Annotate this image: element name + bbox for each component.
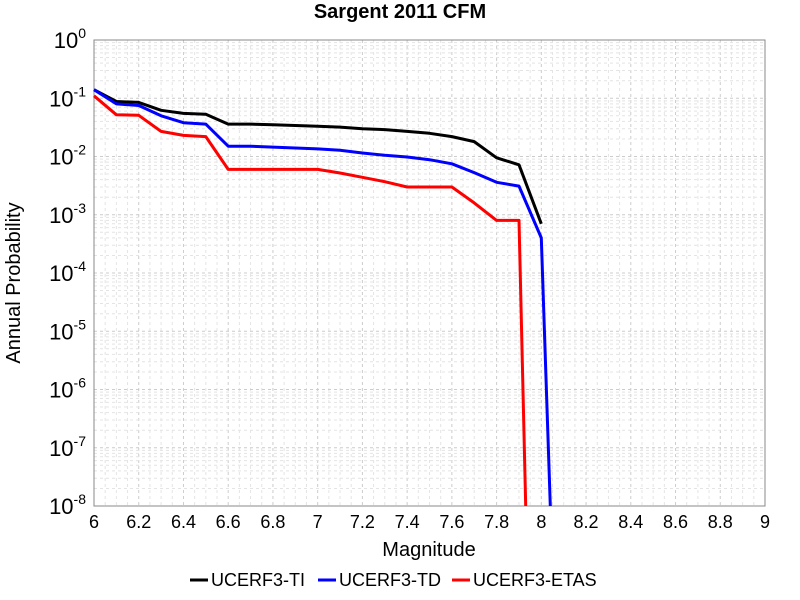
x-tick-label: 7.2 (350, 512, 375, 532)
y-tick-label: 10-8 (49, 491, 86, 519)
x-tick-label: 6 (89, 512, 99, 532)
legend-label: UCERF3-TI (211, 570, 305, 590)
x-tick-labels: 6 6.2 6.4 6.6 6.8 7 7.2 7.4 7.6 7.8 8 8.2 8.4 8.6 8.8 9 (89, 512, 770, 532)
grid (93, 39, 766, 507)
x-tick-label: 8.2 (574, 512, 599, 532)
x-tick-label: 7 (313, 512, 323, 532)
y-tick-label: 10-2 (49, 142, 86, 170)
legend-label: UCERF3-ETAS (473, 570, 597, 590)
x-tick-label: 7.8 (484, 512, 509, 532)
x-tick-label: 9 (760, 512, 770, 532)
series-line-ucerf3-ti (93, 88, 543, 225)
y-tick-label: 10-3 (49, 200, 86, 228)
y-tick-label: 10-7 (49, 433, 86, 461)
y-tick-label: 10-1 (49, 83, 86, 111)
x-tick-label: 8.8 (708, 512, 733, 532)
y-tick-label: 10-4 (49, 258, 86, 286)
x-tick-label: 8 (536, 512, 546, 532)
y-tick-label: 100 (54, 25, 86, 53)
chart-title: Sargent 2011 CFM (314, 1, 486, 23)
x-tick-label: 7.4 (395, 512, 420, 532)
series-line-ucerf3-etas (93, 94, 528, 507)
x-tick-label: 6.2 (126, 512, 151, 532)
series-line-ucerf3-td (93, 88, 552, 507)
x-tick-label: 8.4 (618, 512, 643, 532)
y-tick-labels: 100 10-1 10-2 10-3 10-4 10-5 10-6 10-7 10-8 (49, 25, 86, 519)
x-axis-label: Magnitude (382, 539, 475, 561)
plot-area (93, 39, 766, 507)
x-tick-label: 6.8 (260, 512, 285, 532)
y-tick-label: 10-5 (49, 316, 86, 344)
x-tick-label: 8.6 (663, 512, 688, 532)
series-layer (93, 88, 552, 507)
x-tick-label: 7.6 (439, 512, 464, 532)
legend: UCERF3-TI UCERF3-TD UCERF3-ETAS (190, 570, 597, 590)
x-tick-label: 6.4 (171, 512, 196, 532)
y-tick-label: 10-6 (49, 375, 86, 403)
legend-label: UCERF3-TD (339, 570, 441, 590)
y-axis-label: Annual Probability (3, 202, 25, 363)
x-tick-label: 6.6 (216, 512, 241, 532)
